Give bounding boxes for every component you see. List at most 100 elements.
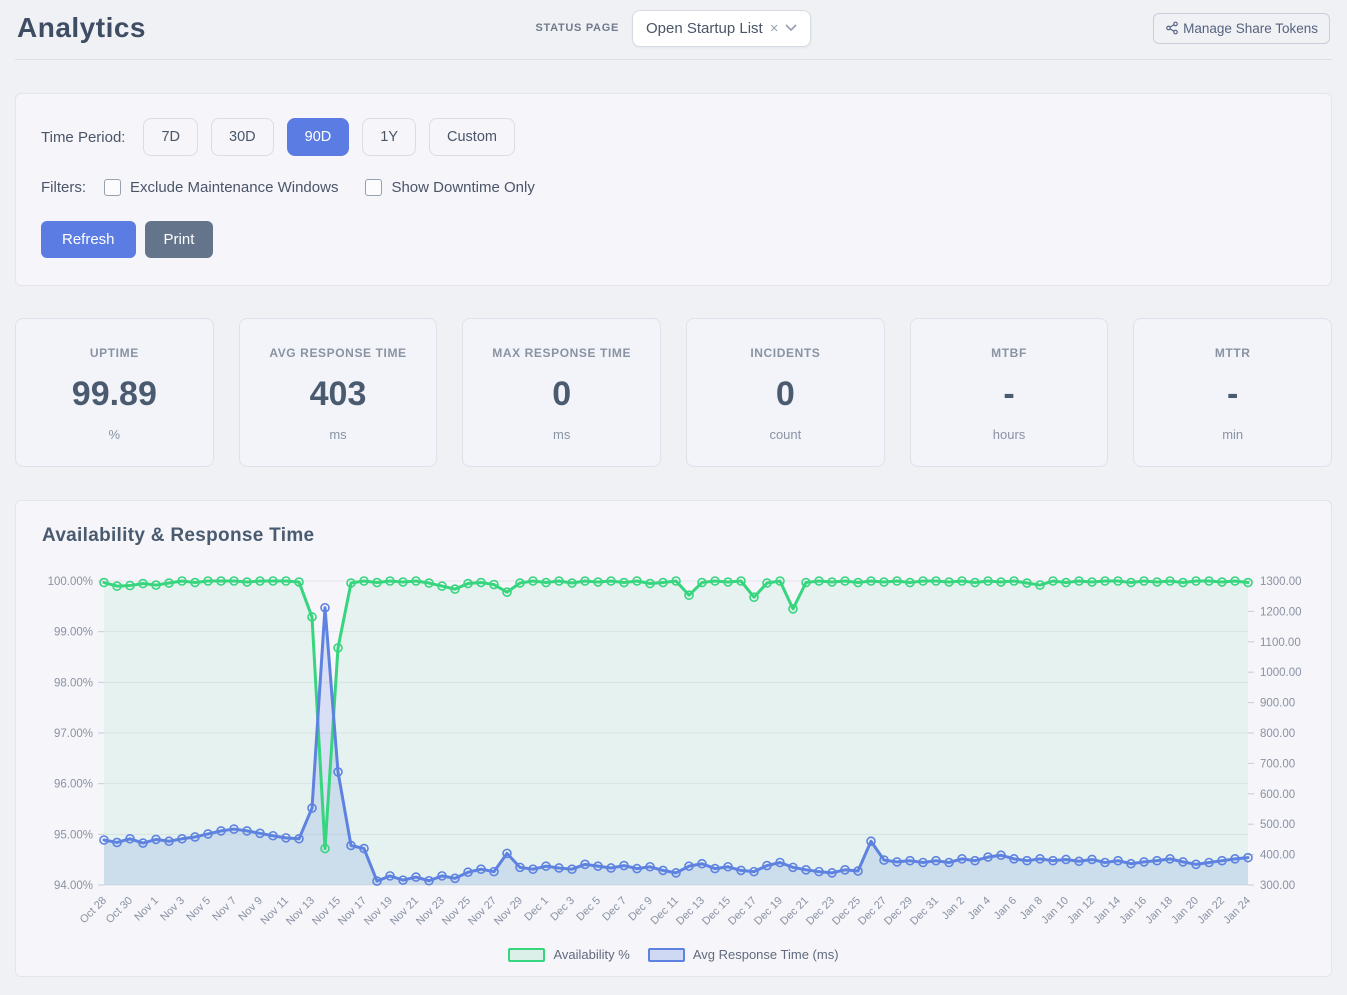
stat-card-incidents: INCIDENTS 0 count <box>686 318 885 467</box>
filters-row: Filters: Exclude Maintenance Windows Sho… <box>41 179 1306 196</box>
status-page-select[interactable]: Open Startup List × <box>631 9 812 47</box>
manage-share-tokens-label: Manage Share Tokens <box>1183 20 1318 36</box>
filters-label: Filters: <box>41 179 86 196</box>
stat-card-max-response: MAX RESPONSE TIME 0 ms <box>462 318 662 467</box>
svg-text:Jan 2: Jan 2 <box>940 895 968 923</box>
svg-text:98.00%: 98.00% <box>54 677 93 689</box>
svg-text:Dec 5: Dec 5 <box>574 895 603 924</box>
status-page-group: STATUS PAGE Open Startup List × <box>535 9 812 47</box>
svg-text:96.00%: 96.00% <box>54 779 93 791</box>
svg-text:Jan 10: Jan 10 <box>1039 895 1071 927</box>
svg-text:Nov 3: Nov 3 <box>158 895 187 924</box>
status-page-label: STATUS PAGE <box>535 22 619 34</box>
stat-value: - <box>1227 375 1239 413</box>
share-icon <box>1165 21 1179 35</box>
stat-value: 99.89 <box>71 375 157 413</box>
svg-text:Jan 4: Jan 4 <box>966 895 994 923</box>
period-button-1y[interactable]: 1Y <box>362 118 416 156</box>
svg-text:1100.00: 1100.00 <box>1260 637 1301 649</box>
svg-text:500.00: 500.00 <box>1260 819 1295 831</box>
svg-text:400.00: 400.00 <box>1260 850 1295 862</box>
legend-item-response-time[interactable]: Avg Response Time (ms) <box>647 947 839 962</box>
svg-text:Nov 29: Nov 29 <box>492 895 525 928</box>
response-time-swatch-icon <box>647 947 685 962</box>
stat-label: INCIDENTS <box>750 346 821 360</box>
svg-text:1300.00: 1300.00 <box>1260 576 1302 588</box>
filter-show-downtime[interactable]: Show Downtime Only <box>365 179 535 196</box>
show-downtime-label: Show Downtime Only <box>391 179 535 196</box>
stat-card-mttr: MTTR - min <box>1133 318 1333 467</box>
clear-selection-icon[interactable]: × <box>769 19 779 37</box>
svg-text:100.00%: 100.00% <box>48 576 93 588</box>
chevron-down-icon[interactable] <box>785 24 797 32</box>
filter-exclude-maintenance[interactable]: Exclude Maintenance Windows <box>104 179 338 196</box>
chart-panel: Availability & Response Time 100.00% 99.0… <box>15 500 1332 977</box>
svg-text:Nov 5: Nov 5 <box>184 895 213 924</box>
availability-swatch-icon <box>508 947 546 962</box>
svg-text:1000.00: 1000.00 <box>1260 667 1302 679</box>
refresh-button[interactable]: Refresh <box>41 221 136 258</box>
stat-value: - <box>1003 375 1015 413</box>
stat-unit: min <box>1222 427 1244 442</box>
stat-value: 0 <box>775 375 795 413</box>
svg-text:300.00: 300.00 <box>1260 880 1295 892</box>
svg-text:Dec 7: Dec 7 <box>600 895 629 924</box>
legend-item-availability[interactable]: Availability % <box>508 947 630 962</box>
svg-text:Nov 7: Nov 7 <box>210 895 239 924</box>
period-button-30d[interactable]: 30D <box>211 118 274 156</box>
svg-text:Nov 1: Nov 1 <box>132 895 161 924</box>
show-downtime-checkbox[interactable] <box>365 179 383 196</box>
time-period-row: Time Period: 7D 30D 90D 1Y Custom <box>41 118 1306 156</box>
stat-unit: count <box>769 427 802 442</box>
print-button[interactable]: Print <box>144 221 214 258</box>
stat-label: MTBF <box>991 346 1027 360</box>
period-button-custom[interactable]: Custom <box>429 118 515 156</box>
svg-text:Jan 12: Jan 12 <box>1065 895 1097 927</box>
period-button-90d[interactable]: 90D <box>286 118 350 156</box>
svg-text:Dec 1: Dec 1 <box>522 895 551 924</box>
exclude-maintenance-checkbox[interactable] <box>104 179 121 196</box>
stat-unit: hours <box>992 427 1026 442</box>
svg-text:900.00: 900.00 <box>1260 698 1295 710</box>
svg-text:600.00: 600.00 <box>1260 789 1295 801</box>
legend-label: Availability % <box>553 947 630 962</box>
stat-card-uptime: UPTIME 99.89 % <box>15 318 214 467</box>
time-period-label: Time Period: <box>41 128 126 146</box>
svg-text:97.00%: 97.00% <box>54 728 93 740</box>
period-button-7d[interactable]: 7D <box>143 118 199 156</box>
stat-unit: ms <box>329 427 347 442</box>
stat-label: AVG RESPONSE TIME <box>269 346 407 360</box>
svg-text:700.00: 700.00 <box>1260 758 1295 770</box>
svg-text:Jan 22: Jan 22 <box>1195 895 1227 927</box>
svg-text:1200.00: 1200.00 <box>1260 606 1302 618</box>
svg-text:99.00%: 99.00% <box>54 627 93 639</box>
svg-text:Oct 28: Oct 28 <box>78 895 109 926</box>
status-page-selected-value: Open Startup List <box>645 19 763 37</box>
svg-text:Dec 3: Dec 3 <box>548 895 577 924</box>
legend-label: Avg Response Time (ms) <box>692 947 839 962</box>
stat-label: MAX RESPONSE TIME <box>492 346 632 360</box>
stat-card-mtbf: MTBF - hours <box>909 318 1109 467</box>
stat-value: 403 <box>309 375 367 413</box>
svg-text:Jan 6: Jan 6 <box>992 895 1020 923</box>
svg-text:Jan 16: Jan 16 <box>1117 895 1149 927</box>
page-title: Analytics <box>17 12 146 43</box>
stats-row: UPTIME 99.89 % AVG RESPONSE TIME 403 ms … <box>15 318 1333 467</box>
svg-text:Jan 20: Jan 20 <box>1169 895 1201 927</box>
manage-share-tokens-button[interactable]: Manage Share Tokens <box>1153 12 1330 44</box>
svg-text:94.00%: 94.00% <box>54 880 93 892</box>
svg-text:Jan 24: Jan 24 <box>1221 895 1253 927</box>
svg-text:Oct 30: Oct 30 <box>104 895 135 926</box>
stat-unit: ms <box>553 427 571 442</box>
exclude-maintenance-label: Exclude Maintenance Windows <box>130 179 339 196</box>
stat-unit: % <box>108 427 121 442</box>
controls-panel: Time Period: 7D 30D 90D 1Y Custom Filter… <box>15 93 1332 286</box>
availability-response-chart: 100.00% 99.00% 98.00% 97.00% 96.00% 95.00% 94.… <box>48 576 1302 928</box>
svg-text:800.00: 800.00 <box>1260 728 1295 740</box>
chart-legend: Availability % Avg Response Time (ms) <box>26 947 1321 962</box>
actions-row: Refresh Print <box>41 221 1306 258</box>
chart-title: Availability & Response Time <box>42 525 315 546</box>
stat-value: 0 <box>552 375 572 413</box>
stat-card-avg-response: AVG RESPONSE TIME 403 ms <box>238 318 438 467</box>
svg-text:Dec 31: Dec 31 <box>908 895 941 928</box>
